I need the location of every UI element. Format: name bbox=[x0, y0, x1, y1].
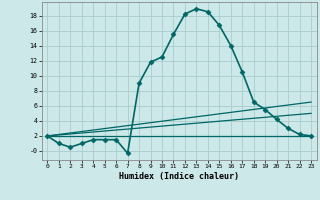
X-axis label: Humidex (Indice chaleur): Humidex (Indice chaleur) bbox=[119, 172, 239, 181]
